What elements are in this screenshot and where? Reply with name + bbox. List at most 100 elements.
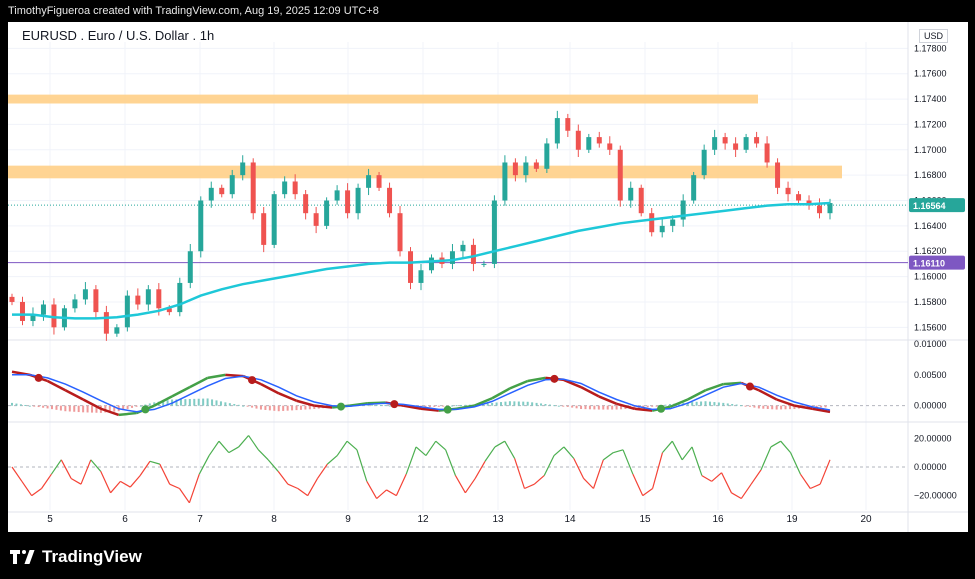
macd-line-segment [118,411,137,417]
oscillator-line-segment [70,477,82,485]
candle-body [575,130,581,150]
chart-canvas[interactable]: 1.17800 1.17600 1.17400 1.17200 1.17000 1.168… [8,22,968,532]
candle-body [680,200,686,220]
oscillator-line-segment [671,440,683,461]
candle-body [607,143,613,150]
candle-body [93,289,99,313]
macd-histogram-bar [193,398,196,406]
tradingview-logo[interactable]: TradingView [10,547,142,567]
macd-histogram-bar [268,405,271,411]
macd-histogram-bar [68,405,71,412]
macd-line-segment [171,386,191,398]
macd-histogram-bar [762,405,765,409]
oscillator-line-segment [770,440,782,448]
brand-name: TradingView [42,547,142,566]
oscillator-line-segment [435,440,447,451]
candle-body [659,225,665,233]
moving-average-line [12,201,831,320]
macd-histogram-bar [495,402,498,406]
crossover-dot [141,405,150,414]
candle-body [261,213,267,245]
oscillator-line-segment [395,473,407,496]
macd-histogram-bar [255,405,258,409]
candle-body [428,257,434,271]
oscillator-line-segment [386,489,397,497]
oscillator-line-segment [494,440,506,448]
candle-body [219,187,225,195]
macd-histogram-bar [691,402,694,406]
oscillator-line-segment [326,455,338,465]
macd-line-segment [616,402,635,410]
oscillator-line-segment [691,446,703,476]
oscillator-line-segment [563,446,575,459]
oscillator-line-segment [573,458,585,479]
macd-histogram-bar [184,399,187,406]
macd-histogram-bar [211,399,214,406]
oscillator-line-segment [701,475,713,482]
oscillator-line-segment [188,473,200,504]
oscillator-line-segment [287,483,299,490]
oscillator-line-segment [228,446,239,454]
oscillator-line-segment [356,449,368,482]
candle-body [491,200,497,264]
oscillator-line-segment [90,459,102,472]
macd-histogram-bar [82,405,85,413]
candle-body [649,213,655,233]
macd-tick-label: 0.00000 [914,401,947,411]
macd-histogram-bar [273,405,276,411]
oscillator-line-segment [179,488,190,504]
symbol-title[interactable]: EURUSD . Euro / U.S. Dollar . 1h [22,28,215,43]
macd-histogram-bar [784,405,787,410]
macd-line-segment [527,376,546,383]
price-tick-label: 1.17600 [914,69,947,79]
candle-body [827,203,833,214]
macd-line-segment [580,386,600,398]
macd-histogram-bar [575,405,578,409]
oscillator-line-segment [31,488,42,497]
macd-histogram-bar [686,402,689,406]
oscillator-line-segment [750,469,762,485]
candle-body [187,251,193,283]
macd-histogram-bar [557,405,560,407]
oscillator-line-segment [415,446,427,456]
macd-line-segment [260,382,280,395]
macd-histogram-bar [379,404,382,406]
macd-histogram-bar [175,399,178,406]
candle-body [355,187,361,214]
time-tick-label: 8 [271,514,277,525]
candle-body [387,187,393,214]
macd-histogram-bar [584,405,587,410]
candle-body [114,327,120,334]
macd-line-segment [491,387,511,400]
macd-histogram-bar [95,405,98,413]
oscillator-line-segment [238,435,249,448]
candle-body [628,187,634,201]
candle-body [817,205,823,214]
candle-body [240,162,246,176]
macd-histogram-bar [753,405,756,408]
macd-histogram-bar [135,405,138,407]
time-tick-label: 14 [564,514,576,525]
oscillator-line-segment [514,458,526,489]
macd-histogram-bar [722,402,725,406]
macd-histogram-bar [508,401,511,406]
currency-label[interactable]: USD [919,29,949,43]
candle-body [544,143,550,169]
macd-tick-label: 0.00500 [914,370,947,380]
macd-histogram-bar [19,404,22,406]
chart-panel[interactable]: 1.17800 1.17600 1.17400 1.17200 1.17000 1.168… [8,22,968,532]
macd-histogram-bar [313,405,316,409]
oscillator-line-segment [602,452,614,461]
macd-histogram-bar [806,405,809,408]
macd-histogram-bar [606,405,609,410]
macd-histogram-bar [259,405,262,410]
oscillator-line-segment [267,459,279,472]
candle-body [470,244,476,264]
oscillator-line-segment [731,492,742,500]
macd-histogram-bar [246,405,249,407]
macd-histogram-bar [286,405,289,411]
macd-line-segment [723,381,742,386]
macd-line-segment [296,399,315,407]
candle-body [712,137,718,150]
macd-histogram-bar [491,402,494,406]
